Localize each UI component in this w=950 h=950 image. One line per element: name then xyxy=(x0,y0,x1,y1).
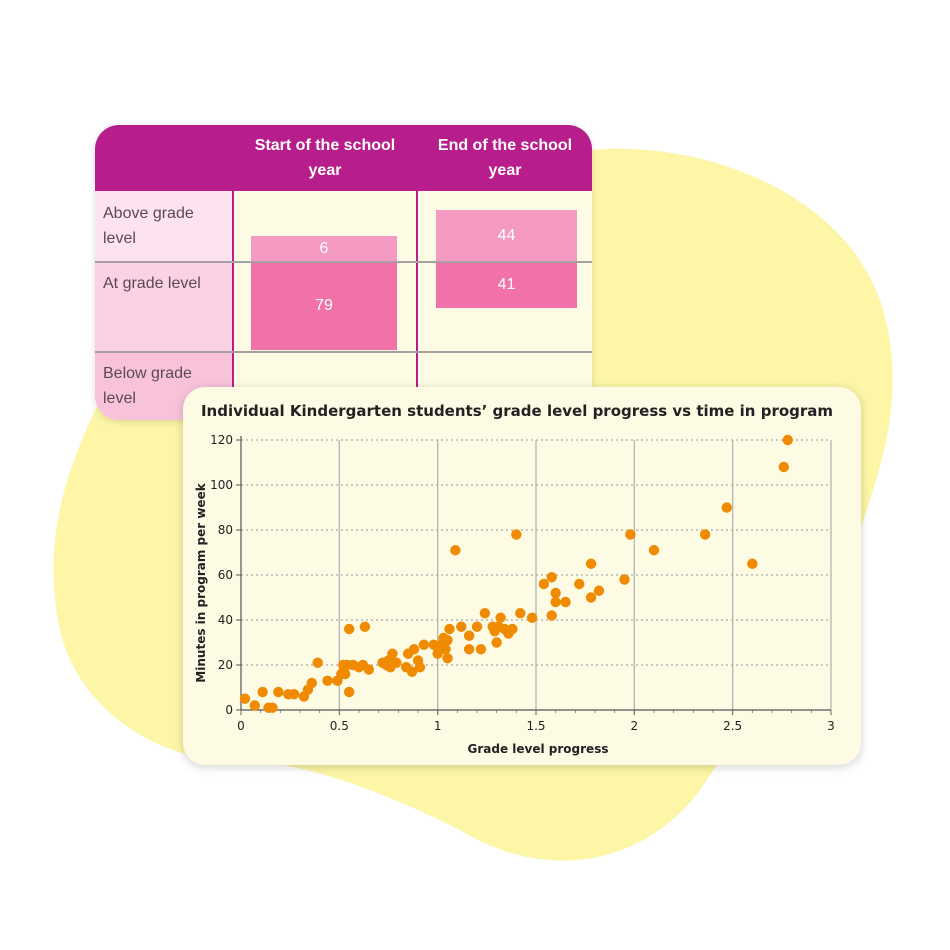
end-at-value: 41 xyxy=(497,276,516,293)
data-point xyxy=(340,668,351,680)
x-tick-label: 2.5 xyxy=(723,719,742,733)
x-axis-label: Grade level progress xyxy=(468,742,609,756)
x-tick-label: 1 xyxy=(434,719,442,733)
data-point xyxy=(463,644,475,655)
x-tick-label: 2 xyxy=(631,719,639,733)
data-point xyxy=(471,621,483,632)
data-point xyxy=(550,587,561,599)
data-point xyxy=(406,666,418,677)
data-point xyxy=(428,639,439,650)
data-point xyxy=(444,623,455,635)
start-above-value: 6 xyxy=(319,240,329,257)
data-point xyxy=(538,578,550,590)
data-point xyxy=(546,572,557,583)
row-label-above: Above grade level xyxy=(95,191,232,261)
data-point xyxy=(585,558,597,569)
grade-level-table: Start of the school year End of the scho… xyxy=(95,125,592,420)
y-tick-label: 60 xyxy=(218,568,233,582)
y-tick-label: 20 xyxy=(218,658,233,672)
data-point xyxy=(782,434,793,446)
data-points xyxy=(239,434,793,713)
data-point xyxy=(273,686,284,698)
data-point xyxy=(491,637,502,648)
y-axis-label: Minutes in program per week xyxy=(194,482,208,682)
scatter-chart-card: Individual Kindergarten students’ grade … xyxy=(183,387,861,765)
data-point xyxy=(593,585,605,596)
column-header-end: End of the school year xyxy=(418,125,592,191)
data-point xyxy=(288,689,300,700)
y-tick-label: 120 xyxy=(210,433,233,447)
x-tick-label: 3 xyxy=(827,719,835,733)
data-point xyxy=(391,657,402,668)
data-point xyxy=(747,558,758,569)
data-point xyxy=(312,657,323,668)
data-point xyxy=(440,644,451,655)
data-point xyxy=(648,545,660,556)
data-point xyxy=(432,648,443,659)
tick-labels: 0 20 40 60 80 100 120 0 0.5 1 1.5 2 2.5 3 xyxy=(210,433,835,733)
data-point xyxy=(450,545,461,556)
data-point xyxy=(408,644,420,655)
row-divider xyxy=(95,351,592,353)
y-tick-label: 40 xyxy=(218,613,233,627)
table-header-corner xyxy=(95,125,232,191)
scatter-chart: Individual Kindergarten students’ grade … xyxy=(194,402,835,756)
data-point xyxy=(418,639,430,650)
x-tick-label: 1.5 xyxy=(526,719,545,733)
row-label-at: At grade level xyxy=(95,263,232,351)
data-point xyxy=(306,677,317,689)
data-point xyxy=(456,621,467,632)
data-point xyxy=(442,635,453,646)
data-point xyxy=(322,675,333,686)
data-point xyxy=(359,621,371,632)
data-point xyxy=(619,574,630,585)
data-point xyxy=(239,693,251,704)
data-point xyxy=(574,578,585,590)
data-point xyxy=(495,612,506,623)
row-divider xyxy=(95,261,592,263)
data-point xyxy=(550,596,561,608)
x-tick-label: 0.5 xyxy=(330,719,349,733)
data-point xyxy=(267,702,278,713)
x-tick-label: 0 xyxy=(237,719,245,733)
data-point xyxy=(585,592,597,603)
end-at-bar: 41 xyxy=(436,262,577,308)
data-point xyxy=(257,686,268,698)
y-tick-label: 100 xyxy=(210,478,233,492)
data-point xyxy=(511,529,522,540)
start-above-bar: 6 xyxy=(251,236,397,262)
chart-title: Individual Kindergarten students’ grade … xyxy=(201,402,833,420)
data-point xyxy=(343,686,355,698)
data-point xyxy=(475,644,487,655)
start-at-bar: 79 xyxy=(251,262,397,350)
data-point xyxy=(249,700,260,711)
y-tick-label: 0 xyxy=(225,703,233,717)
start-at-value: 79 xyxy=(315,297,333,314)
data-point xyxy=(507,623,518,635)
end-above-value: 44 xyxy=(497,227,516,244)
column-divider xyxy=(232,125,234,420)
data-point xyxy=(625,529,636,540)
data-point xyxy=(515,608,526,619)
grid xyxy=(236,436,832,715)
y-tick-label: 80 xyxy=(218,523,233,537)
data-point xyxy=(778,461,789,473)
data-point xyxy=(343,623,355,635)
data-point xyxy=(414,662,426,673)
data-point xyxy=(387,648,398,659)
data-point xyxy=(463,630,475,641)
data-point xyxy=(442,653,453,664)
data-point xyxy=(699,529,711,540)
data-point xyxy=(363,664,375,675)
data-point xyxy=(546,610,557,621)
data-point xyxy=(526,612,538,623)
data-point xyxy=(560,596,571,608)
end-above-bar: 44 xyxy=(436,210,577,262)
data-point xyxy=(721,502,732,513)
column-header-start: Start of the school year xyxy=(234,125,416,191)
column-divider xyxy=(416,125,418,420)
data-point xyxy=(479,608,491,619)
